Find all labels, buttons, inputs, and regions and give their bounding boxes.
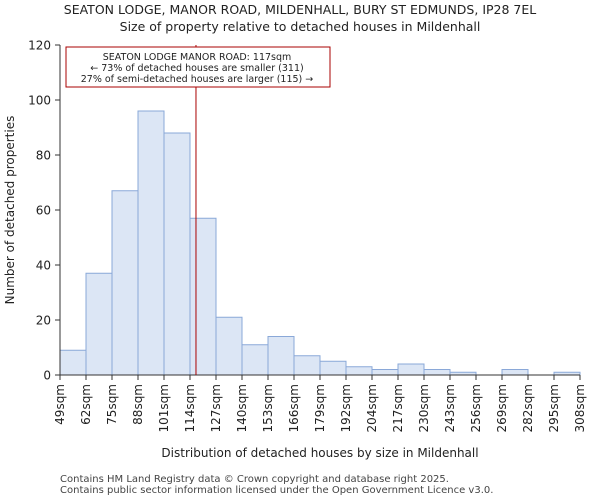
x-tick-label: 217sqm xyxy=(391,384,405,432)
histogram-bar xyxy=(397,363,425,376)
x-tick-label: 88sqm xyxy=(131,384,145,425)
histogram-bar xyxy=(423,369,451,376)
x-tick-label: 230sqm xyxy=(417,384,431,432)
histogram-bar xyxy=(215,316,243,376)
y-tick-label: 40 xyxy=(36,259,51,273)
x-tick-label: 75sqm xyxy=(105,384,119,425)
x-tick-label: 282sqm xyxy=(521,384,535,432)
histogram-bar xyxy=(163,132,191,376)
histogram-bar xyxy=(345,366,373,376)
x-axis-label: Distribution of detached houses by size … xyxy=(161,446,478,460)
histogram-bar xyxy=(501,369,529,376)
chart-title: SEATON LODGE, MANOR ROAD, MILDENHALL, BU… xyxy=(63,2,537,17)
y-tick-label: 120 xyxy=(28,39,51,53)
annotation-line-2: ← 73% of detached houses are smaller (31… xyxy=(90,63,303,74)
footer-line-2: Contains public sector information licen… xyxy=(60,485,494,496)
footer-line-1: Contains HM Land Registry data © Crown c… xyxy=(60,474,449,485)
x-tick-label: 114sqm xyxy=(183,384,197,432)
x-tick-label: 308sqm xyxy=(573,384,587,432)
histogram-bar xyxy=(371,369,399,376)
annotation-line-3: 27% of semi-detached houses are larger (… xyxy=(81,74,314,85)
histogram-bar xyxy=(137,110,165,376)
annotation-line-1: SEATON LODGE MANOR ROAD: 117sqm xyxy=(103,52,292,63)
histogram-bar xyxy=(111,190,139,376)
x-tick-label: 243sqm xyxy=(443,384,457,432)
y-tick-label: 60 xyxy=(36,204,51,218)
x-tick-label: 166sqm xyxy=(287,384,301,432)
x-tick-label: 204sqm xyxy=(365,384,379,432)
y-tick-label: 0 xyxy=(43,369,51,383)
annotation-box xyxy=(65,46,331,88)
x-tick-label: 153sqm xyxy=(261,384,275,432)
histogram-bar xyxy=(319,360,347,376)
x-tick-label: 295sqm xyxy=(547,384,561,432)
x-tick-label: 179sqm xyxy=(313,384,327,432)
y-tick-label: 100 xyxy=(28,94,51,108)
x-tick-label: 49sqm xyxy=(53,384,67,425)
histogram-bar xyxy=(267,336,295,376)
x-tick-label: 140sqm xyxy=(235,384,249,432)
histogram-bar xyxy=(189,217,217,376)
x-tick-label: 192sqm xyxy=(339,384,353,432)
histogram-bar xyxy=(59,349,87,376)
x-tick-label: 127sqm xyxy=(209,384,223,432)
y-axis-label: Number of detached properties xyxy=(3,116,17,305)
histogram-bar xyxy=(241,344,269,376)
histogram-bar xyxy=(293,355,321,376)
x-tick-label: 101sqm xyxy=(157,384,171,432)
x-tick-label: 62sqm xyxy=(79,384,93,425)
y-tick-label: 80 xyxy=(36,149,51,163)
histogram-bar xyxy=(85,272,113,376)
y-tick-label: 20 xyxy=(36,314,51,328)
x-tick-label: 256sqm xyxy=(469,384,483,432)
chart-subtitle: Size of property relative to detached ho… xyxy=(119,19,481,34)
x-tick-label: 269sqm xyxy=(495,384,509,432)
